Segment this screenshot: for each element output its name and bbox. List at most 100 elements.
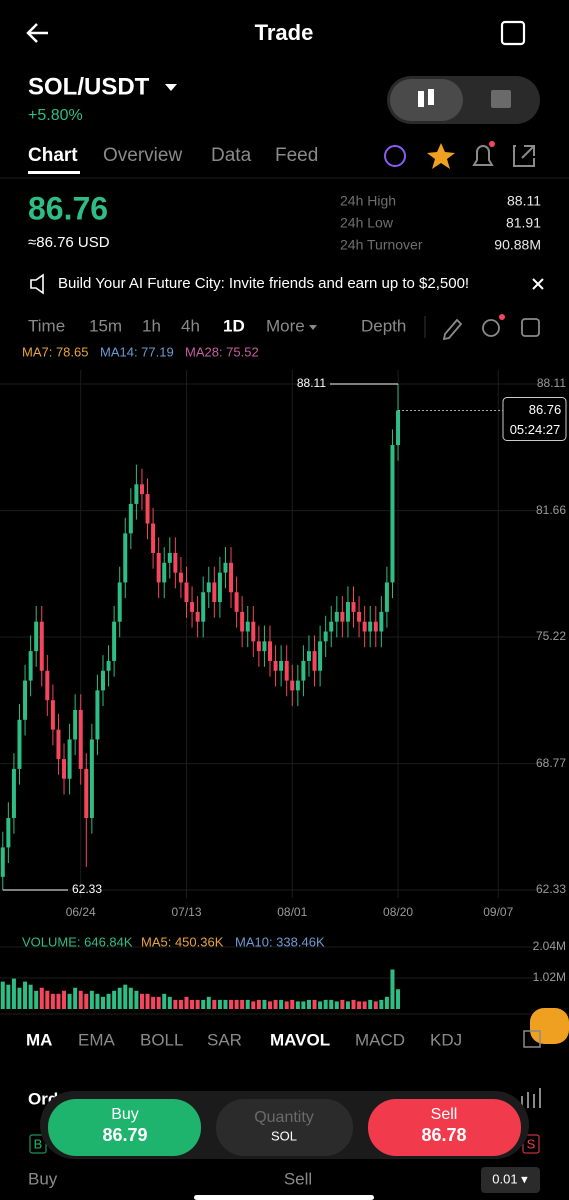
indicator-tab[interactable]: MAVOL	[270, 1030, 330, 1049]
volume-bar	[357, 1001, 362, 1009]
alert-icon[interactable]	[472, 145, 494, 166]
volume-bar	[112, 990, 117, 1009]
ai-icon[interactable]	[384, 145, 406, 167]
expand-icon[interactable]	[500, 20, 526, 46]
indicator-tab[interactable]: KDJ	[430, 1030, 462, 1049]
interval-tab[interactable]: 1D	[223, 316, 245, 335]
stat-label: 24h Low	[340, 215, 394, 231]
fullscreen-icon[interactable]	[523, 1030, 541, 1048]
back-icon[interactable]	[26, 23, 48, 43]
candle-body	[151, 523, 156, 553]
candle-body	[357, 611, 362, 622]
view-toggle-active[interactable]	[390, 79, 463, 121]
sell-price[interactable]: 86.78	[421, 1125, 466, 1145]
volume-bar	[396, 989, 401, 1009]
candle-body	[39, 621, 44, 671]
candle-body	[112, 621, 117, 661]
interval-tab[interactable]: 1h	[142, 316, 161, 335]
draw-icon[interactable]	[442, 318, 463, 341]
candle-icon	[428, 89, 434, 105]
volume-bar	[11, 978, 16, 1009]
candle-body	[156, 552, 161, 583]
quantity-label[interactable]: Quantity	[254, 1109, 314, 1126]
indicator-tab[interactable]: SAR	[207, 1030, 242, 1049]
favorite-icon[interactable]	[427, 143, 455, 169]
candle-body	[45, 670, 50, 701]
volume-bar	[323, 999, 328, 1009]
candle-body	[201, 592, 206, 622]
volume-bar	[362, 1001, 367, 1009]
volume-bar	[195, 999, 200, 1009]
buy-price[interactable]: 86.79	[102, 1125, 147, 1145]
candle-body	[56, 729, 61, 760]
pair-symbol[interactable]: SOL/USDT	[28, 73, 150, 100]
candle-body	[273, 660, 278, 671]
tab[interactable]: Overview	[103, 145, 182, 166]
home-indicator	[194, 1195, 374, 1200]
guide-button[interactable]	[530, 1008, 569, 1044]
buy-button[interactable]	[48, 1099, 201, 1156]
volume-bar	[0, 981, 5, 1009]
candle-body	[301, 660, 306, 681]
ma-legend: MA7: 78.65	[22, 344, 89, 359]
sell-button[interactable]	[368, 1099, 521, 1156]
layout-icon[interactable]	[521, 318, 540, 337]
volume-bar	[234, 999, 239, 1009]
buy-badge-text: B	[34, 1136, 43, 1151]
y-tick-label: 2.04M	[533, 939, 566, 953]
tab[interactable]: Data	[211, 145, 252, 166]
depth-tab[interactable]: Depth	[361, 316, 406, 335]
volume-bar	[50, 993, 55, 1009]
buy-side[interactable]: Buy	[28, 1169, 58, 1188]
indicator-tab[interactable]: MA	[26, 1030, 52, 1049]
candle-body	[184, 582, 189, 603]
tab[interactable]: Chart	[28, 145, 78, 166]
volume-bar	[329, 999, 334, 1009]
settings-icon[interactable]	[482, 319, 500, 337]
indicator-tab[interactable]: EMA	[78, 1030, 116, 1049]
interval-tab[interactable]: More	[266, 316, 305, 335]
candle-body	[84, 768, 89, 818]
volume-bar	[251, 1001, 256, 1009]
volume-bar	[223, 999, 228, 1009]
volume-bar	[273, 999, 278, 1009]
page-title: Trade	[255, 20, 314, 45]
volume-bar	[379, 999, 384, 1009]
buy-label[interactable]: Buy	[111, 1106, 139, 1123]
pair-change: +5.80%	[28, 107, 83, 124]
step-value[interactable]: 0.01 ▾	[492, 1171, 528, 1186]
indicator-tab[interactable]: BOLL	[140, 1030, 183, 1049]
candle-body	[351, 602, 356, 612]
candle-body	[117, 582, 122, 622]
candle-body	[11, 768, 16, 818]
volume-bar	[45, 990, 50, 1009]
alert-dot	[489, 141, 495, 147]
banner-text[interactable]: Build Your AI Future City: Invite friend…	[58, 275, 469, 292]
share-icon[interactable]	[513, 145, 535, 167]
y-tick-label: 62.33	[536, 882, 566, 896]
stat-value: 81.91	[506, 215, 541, 231]
volume-bar	[173, 999, 178, 1009]
stats-icon[interactable]	[521, 1088, 541, 1108]
quantity-unit[interactable]: SOL	[271, 1128, 297, 1143]
volume-bar	[17, 987, 22, 1009]
tab[interactable]: Feed	[275, 145, 318, 166]
candle-body	[284, 660, 289, 681]
candle-body	[345, 602, 350, 622]
close-banner[interactable]	[532, 278, 544, 290]
sell-side[interactable]: Sell	[284, 1169, 312, 1188]
interval-tab[interactable]: Time	[28, 316, 65, 335]
interval-tab[interactable]: 4h	[181, 316, 200, 335]
step-select[interactable]	[481, 1167, 540, 1193]
candle-body	[223, 562, 228, 573]
candle-body	[312, 651, 317, 671]
x-tick-label: 08/01	[277, 905, 307, 919]
indicator-tab[interactable]: MACD	[355, 1030, 405, 1049]
sell-label[interactable]: Sell	[431, 1106, 458, 1123]
volume-bar	[151, 996, 156, 1009]
volume-legend: VOLUME: 646.84K	[22, 934, 133, 949]
volume-bar	[217, 999, 222, 1009]
interval-tab[interactable]: 15m	[89, 316, 122, 335]
quantity-field[interactable]	[216, 1099, 353, 1156]
pair-dropdown-icon[interactable]	[165, 84, 177, 91]
